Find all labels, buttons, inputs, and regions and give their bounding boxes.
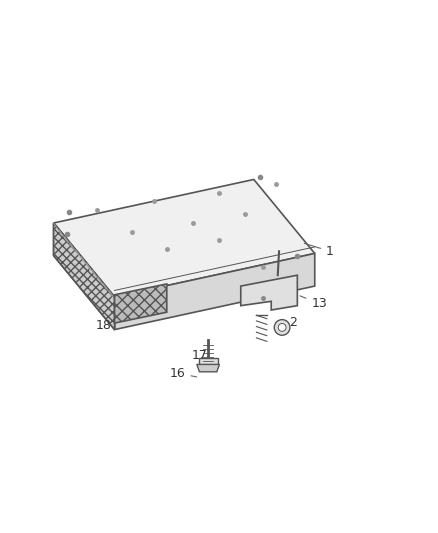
Circle shape	[278, 324, 286, 332]
Circle shape	[274, 320, 290, 335]
Text: 13: 13	[300, 296, 327, 310]
Polygon shape	[198, 358, 218, 366]
Polygon shape	[53, 223, 115, 329]
Polygon shape	[197, 365, 219, 372]
Polygon shape	[53, 223, 115, 329]
Text: 17: 17	[191, 349, 207, 362]
Text: 18: 18	[96, 313, 138, 332]
Polygon shape	[115, 284, 167, 323]
Text: 2: 2	[282, 316, 297, 329]
Polygon shape	[241, 275, 297, 310]
Text: 1: 1	[304, 244, 334, 258]
Polygon shape	[115, 254, 315, 329]
Text: 16: 16	[170, 367, 197, 379]
Polygon shape	[53, 180, 315, 297]
